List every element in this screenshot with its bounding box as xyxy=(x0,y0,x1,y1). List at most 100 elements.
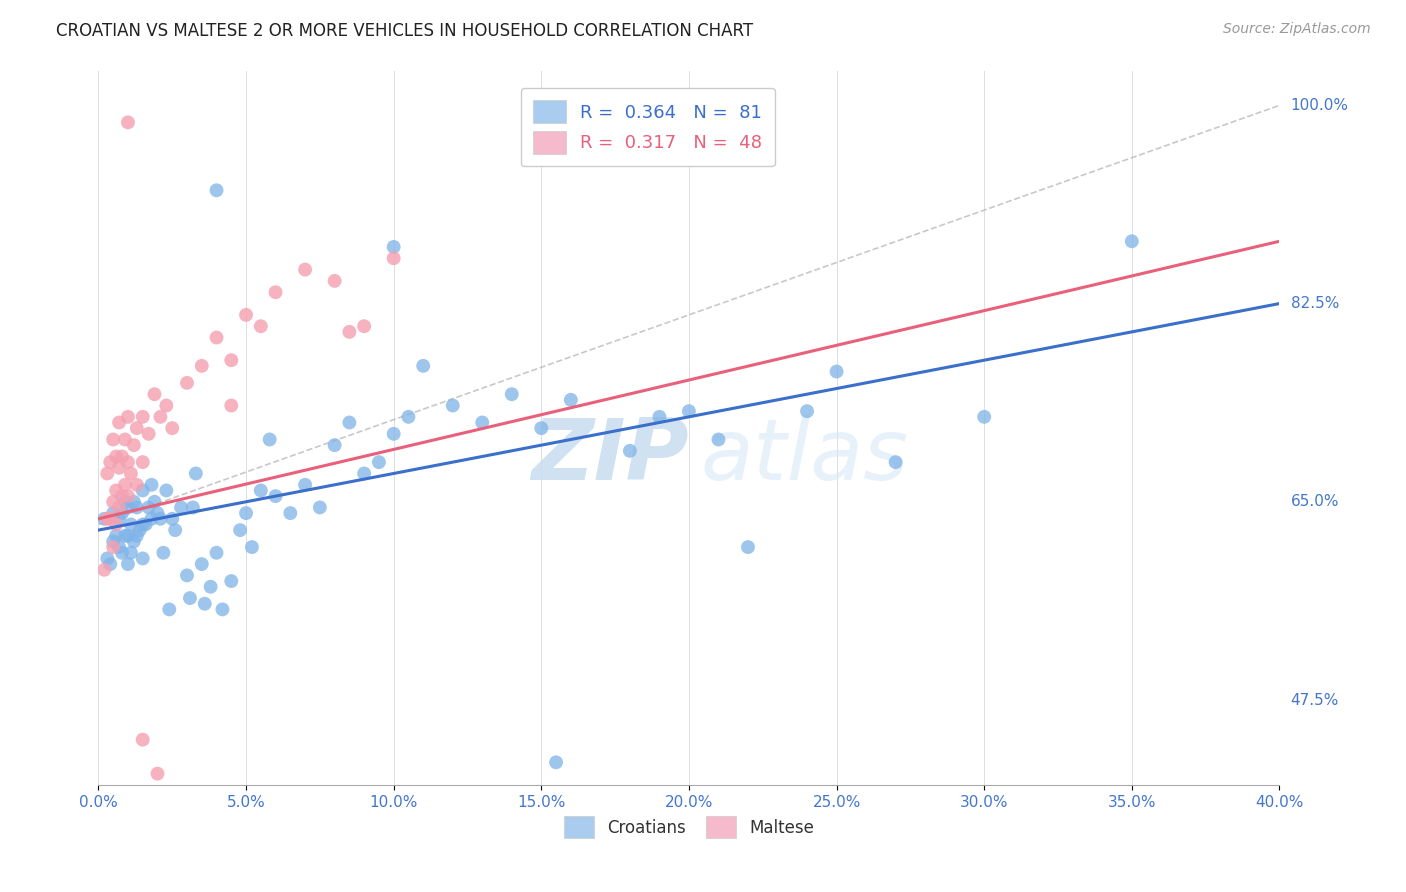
Point xyxy=(132,551,155,566)
Point xyxy=(162,512,183,526)
Point xyxy=(382,240,405,254)
Point xyxy=(530,421,553,435)
Point xyxy=(125,477,148,491)
Point xyxy=(117,409,139,424)
Point xyxy=(114,529,136,543)
Point xyxy=(294,477,316,491)
Point xyxy=(368,455,391,469)
Point xyxy=(221,353,243,368)
Point xyxy=(191,557,214,571)
Point xyxy=(125,529,148,543)
Point xyxy=(194,597,217,611)
Text: 100.0%: 100.0% xyxy=(1291,98,1348,113)
Text: ZIP: ZIP xyxy=(531,415,689,499)
Point xyxy=(152,546,174,560)
Point xyxy=(250,319,273,334)
Point xyxy=(648,409,671,424)
Point xyxy=(235,506,257,520)
Point xyxy=(105,529,128,543)
Point xyxy=(155,483,177,498)
Point xyxy=(117,489,139,503)
Point xyxy=(122,438,145,452)
Point xyxy=(240,540,263,554)
Text: CROATIAN VS MALTESE 2 OR MORE VEHICLES IN HOUSEHOLD CORRELATION CHART: CROATIAN VS MALTESE 2 OR MORE VEHICLES I… xyxy=(56,22,754,40)
Point xyxy=(120,546,142,560)
Point xyxy=(108,512,131,526)
Point xyxy=(825,365,848,379)
Point xyxy=(796,404,818,418)
Point xyxy=(176,376,198,390)
Point xyxy=(170,500,193,515)
Point xyxy=(135,517,157,532)
Point xyxy=(108,540,131,554)
Point xyxy=(211,602,233,616)
Point xyxy=(120,467,142,481)
Point xyxy=(1121,234,1143,248)
Point xyxy=(146,506,169,520)
Point xyxy=(141,512,163,526)
Point xyxy=(103,534,125,549)
Point xyxy=(120,517,142,532)
Point xyxy=(103,433,125,447)
Point xyxy=(382,252,405,266)
Point xyxy=(179,591,201,605)
Point xyxy=(132,455,155,469)
Point xyxy=(114,477,136,491)
Point xyxy=(108,500,131,515)
Point xyxy=(138,500,160,515)
Point xyxy=(181,500,204,515)
Point xyxy=(412,359,434,373)
Point xyxy=(176,568,198,582)
Point xyxy=(111,546,134,560)
Point xyxy=(264,285,287,300)
Point xyxy=(96,512,118,526)
Point xyxy=(353,467,375,481)
Point xyxy=(103,506,125,520)
Point xyxy=(128,523,150,537)
Point xyxy=(141,477,163,491)
Point xyxy=(122,534,145,549)
Point xyxy=(191,359,214,373)
Point xyxy=(229,523,252,537)
Point xyxy=(111,489,134,503)
Point xyxy=(117,557,139,571)
Point xyxy=(619,443,641,458)
Point xyxy=(122,495,145,509)
Point xyxy=(162,421,183,435)
Point xyxy=(259,433,281,447)
Point xyxy=(98,512,121,526)
Point xyxy=(149,409,172,424)
Point xyxy=(132,517,155,532)
Point xyxy=(103,540,125,554)
Point xyxy=(398,409,420,424)
Point xyxy=(117,500,139,515)
Point xyxy=(323,274,346,288)
Point xyxy=(103,495,125,509)
Point xyxy=(111,506,134,520)
Point xyxy=(157,602,180,616)
Point xyxy=(96,467,118,481)
Point xyxy=(200,580,222,594)
Point xyxy=(98,557,121,571)
Point xyxy=(114,433,136,447)
Point xyxy=(132,732,155,747)
Point xyxy=(501,387,523,401)
Text: 47.5%: 47.5% xyxy=(1291,692,1339,707)
Point xyxy=(114,495,136,509)
Text: 65.0%: 65.0% xyxy=(1291,494,1339,509)
Point xyxy=(309,500,332,515)
Point xyxy=(93,512,115,526)
Point xyxy=(235,308,257,322)
Point xyxy=(132,409,155,424)
Point xyxy=(339,416,361,430)
Point xyxy=(250,483,273,498)
Point xyxy=(111,450,134,464)
Text: atlas: atlas xyxy=(700,415,908,499)
Legend: Croatians, Maltese: Croatians, Maltese xyxy=(557,810,821,845)
Point xyxy=(205,183,228,197)
Point xyxy=(707,433,730,447)
Point xyxy=(560,392,582,407)
Point xyxy=(280,506,302,520)
Text: 82.5%: 82.5% xyxy=(1291,296,1339,311)
Point xyxy=(353,319,375,334)
